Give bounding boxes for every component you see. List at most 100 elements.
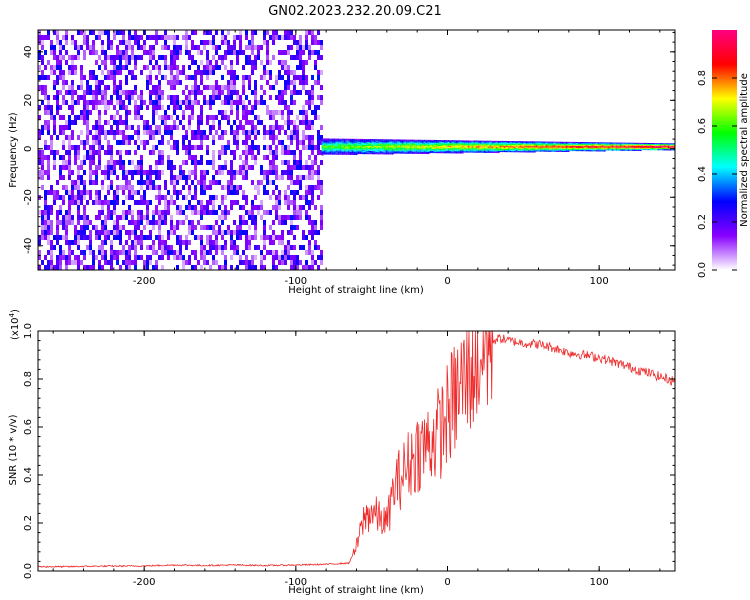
spectrogram-cell	[77, 220, 80, 225]
spectrogram-cell	[290, 150, 293, 155]
spectrogram-cell	[293, 255, 296, 260]
spectrogram-cell	[419, 143, 422, 145]
spectrogram-cell	[325, 145, 328, 147]
spectrogram-cell	[569, 145, 572, 148]
spectrogram-cell	[439, 145, 442, 147]
spectrogram-cell	[431, 148, 434, 151]
spectrogram-cell	[539, 146, 542, 148]
spectrogram-cell	[200, 215, 203, 220]
spectrogram-cell	[533, 145, 536, 147]
spectrogram-cell	[320, 225, 323, 230]
spectrogram-cell	[391, 149, 394, 151]
spectrogram-cell	[215, 180, 218, 185]
spectrogram-cell	[465, 147, 468, 149]
spectrogram-cell	[327, 142, 330, 144]
spectrogram-cell	[98, 55, 101, 60]
spectrogram-cell	[333, 139, 336, 141]
spectrogram-cell	[152, 45, 155, 50]
spectrogram-cell	[83, 140, 86, 145]
spectrogram-cell	[625, 148, 628, 150]
spectrogram-cell	[95, 195, 98, 200]
spectrogram-cell	[419, 148, 422, 150]
spectrogram-cell	[475, 148, 478, 150]
spectrogram-cell	[353, 144, 356, 146]
spectrogram-cell	[170, 75, 173, 80]
spectrogram-cell	[89, 130, 92, 135]
spectrogram-cell	[101, 125, 104, 130]
spectrogram-cell	[80, 190, 83, 195]
spectrogram-cell	[308, 100, 311, 105]
spectrogram-cell	[230, 180, 233, 185]
spectrogram-cell	[215, 220, 218, 225]
spectrogram-cell	[317, 265, 320, 270]
spectrogram-cell	[337, 146, 340, 148]
spectrogram-cell	[367, 147, 370, 149]
spectrogram-cell	[335, 140, 338, 142]
spectrogram-cell	[423, 150, 426, 152]
spectrogram-cell	[47, 100, 50, 105]
spectrogram-cell	[491, 146, 494, 148]
spectrogram-cell	[351, 141, 354, 143]
spectrogram-cell	[191, 40, 194, 45]
spectrogram-cell	[77, 215, 80, 220]
spectrogram-cell	[643, 145, 646, 148]
spectrogram-cell	[611, 143, 614, 145]
spectrogram-cell	[296, 160, 299, 165]
spectrogram-cell	[278, 220, 281, 225]
spectrogram-cell	[507, 141, 510, 143]
spectrogram-cell	[355, 146, 358, 148]
spectrogram-cell	[499, 145, 502, 148]
spectrogram-cell	[224, 210, 227, 215]
spectrogram-cell	[465, 143, 468, 145]
spectrogram-cell	[299, 260, 302, 265]
spectrogram-cell	[116, 160, 119, 165]
spectrogram-cell	[517, 151, 520, 153]
spectrogram-cell	[152, 265, 155, 270]
spectrogram-cell	[443, 147, 446, 149]
spectrogram-cell	[266, 105, 269, 110]
spectrogram-cell	[125, 250, 128, 255]
spectrogram-cell	[525, 151, 528, 153]
spectrogram-cell	[116, 220, 119, 225]
spectrogram-cell	[403, 146, 406, 148]
spectrogram-cell	[311, 250, 314, 255]
spectrogram-cell	[489, 151, 492, 153]
y-tick-label: 0.6	[23, 419, 34, 435]
spectrogram-cell	[167, 205, 170, 210]
spectrogram-cell	[337, 153, 340, 155]
spectrogram-cell	[605, 146, 608, 148]
spectrogram-cell	[595, 143, 598, 145]
spectrogram-cell	[439, 149, 442, 151]
spectrogram-cell	[359, 141, 362, 144]
spectrogram-cell	[601, 146, 604, 148]
spectrogram-cell	[155, 210, 158, 215]
spectrogram-cell	[417, 151, 420, 153]
spectrogram-cell	[77, 135, 80, 140]
spectrogram-cell	[533, 144, 536, 146]
spectrogram-cell	[182, 185, 185, 190]
spectrogram-cell	[347, 149, 350, 151]
spectrogram-cell	[161, 250, 164, 255]
spectrogram-cell	[333, 140, 336, 142]
spectrogram-cell	[239, 30, 242, 35]
spectrogram-cell	[389, 142, 392, 144]
spectrogram-cell	[457, 141, 460, 143]
spectrogram-cell	[381, 143, 384, 145]
spectrogram-cell	[209, 60, 212, 65]
spectrogram-cell	[278, 60, 281, 65]
spectrogram-cell	[323, 149, 326, 151]
spectrogram-cell	[122, 40, 125, 45]
spectrogram-cell	[497, 142, 500, 145]
spectrogram-cell	[409, 149, 412, 151]
spectrogram-cell	[161, 115, 164, 120]
spectrogram-cell	[149, 50, 152, 55]
spectrogram-cell	[441, 149, 444, 151]
spectrogram-cell	[529, 141, 532, 143]
spectrogram-cell	[287, 255, 290, 260]
spectrogram-cell	[149, 35, 152, 40]
spectrogram-cell	[308, 175, 311, 180]
spectrogram-cell	[227, 45, 230, 50]
spectrogram-cell	[377, 139, 380, 141]
spectrogram-cell	[343, 147, 346, 149]
spectrogram-cell	[519, 148, 522, 150]
